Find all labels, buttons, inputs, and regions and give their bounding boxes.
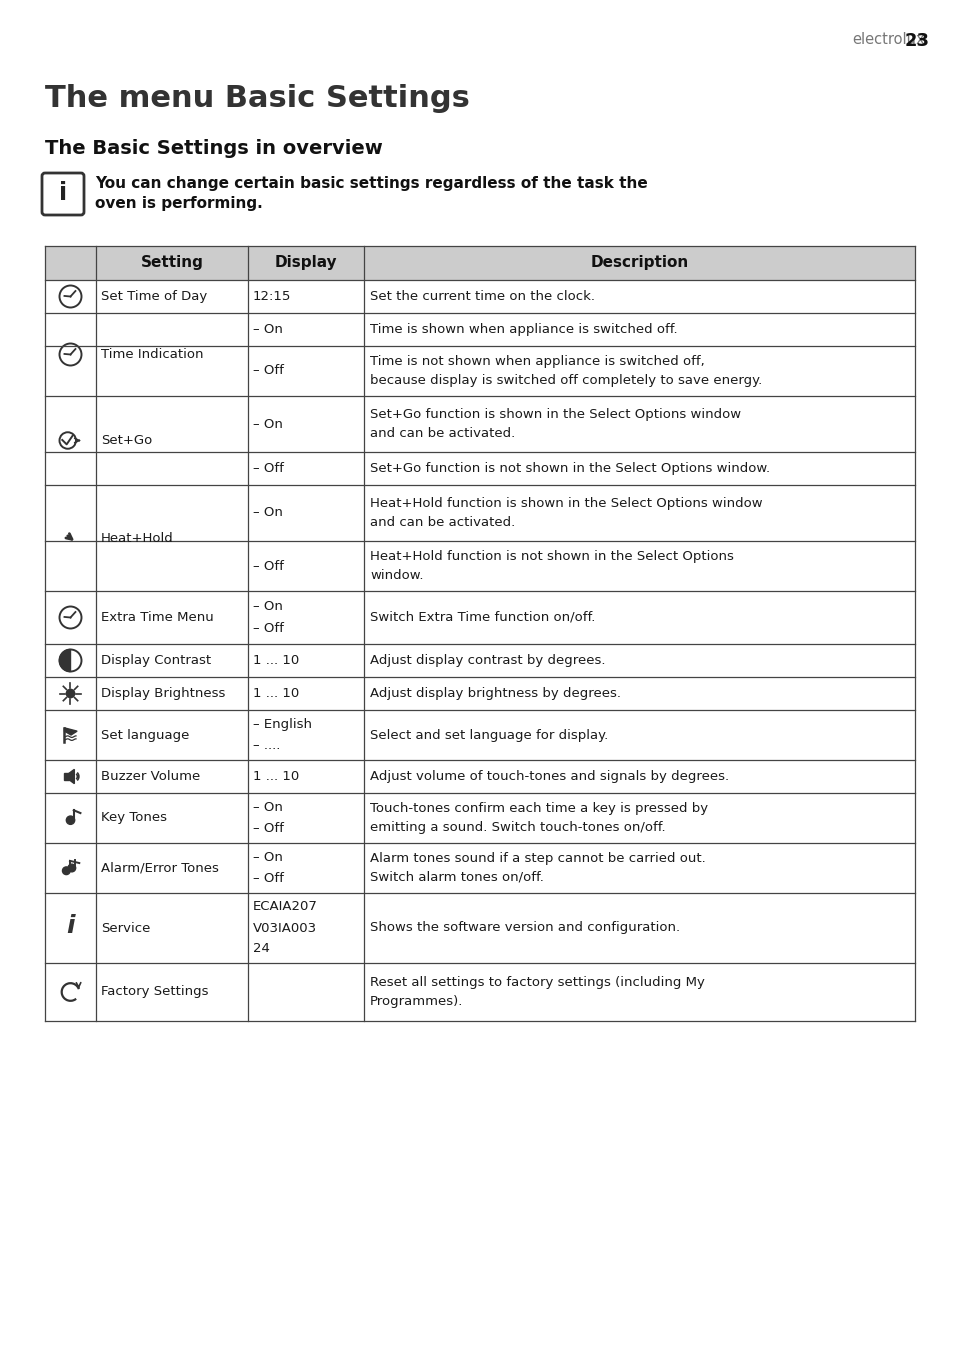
Text: Reset all settings to factory settings (including My
Programmes).: Reset all settings to factory settings (… (370, 976, 704, 1007)
Text: – On: – On (253, 417, 283, 431)
Text: Display Brightness: Display Brightness (101, 686, 225, 700)
Text: – On: – On (253, 324, 283, 336)
Text: – Off: – Off (253, 462, 284, 475)
Text: Set+Go function is not shown in the Select Options window.: Set+Go function is not shown in the Sele… (370, 462, 769, 475)
Text: Set Time of Day: Set Time of Day (101, 290, 207, 303)
Text: The Basic Settings in overview: The Basic Settings in overview (45, 139, 382, 158)
Text: Buzzer Volume: Buzzer Volume (101, 770, 200, 783)
Text: – On
– Off: – On – Off (253, 601, 284, 635)
Text: 1 ... 10: 1 ... 10 (253, 770, 299, 783)
Circle shape (68, 864, 75, 872)
Circle shape (67, 689, 74, 697)
Polygon shape (65, 773, 69, 780)
Text: i: i (59, 181, 67, 204)
Polygon shape (69, 769, 74, 784)
Text: – Off: – Off (253, 559, 284, 573)
Circle shape (62, 867, 71, 875)
Text: electrolux: electrolux (851, 32, 923, 47)
Text: Adjust display brightness by degrees.: Adjust display brightness by degrees. (370, 686, 620, 700)
Text: – On: – On (253, 506, 283, 520)
Text: 12:15: 12:15 (253, 290, 291, 303)
Text: Adjust volume of touch-tones and signals by degrees.: Adjust volume of touch-tones and signals… (370, 770, 728, 783)
Bar (45, 246, 914, 280)
Text: 1 ... 10: 1 ... 10 (253, 654, 299, 668)
Circle shape (67, 816, 74, 825)
Polygon shape (59, 650, 71, 672)
Text: Display Contrast: Display Contrast (101, 654, 211, 668)
Text: Time Indication: Time Indication (101, 348, 203, 362)
Text: The menu Basic Settings: The menu Basic Settings (45, 84, 470, 112)
FancyBboxPatch shape (42, 173, 84, 215)
Text: Heat+Hold: Heat+Hold (101, 532, 173, 544)
Polygon shape (65, 728, 77, 735)
Text: You can change certain basic settings regardless of the task the: You can change certain basic settings re… (95, 176, 647, 191)
Text: Heat+Hold function is shown in the Select Options window
and can be activated.: Heat+Hold function is shown in the Selec… (370, 497, 761, 529)
Text: Key Tones: Key Tones (101, 811, 167, 825)
Text: 1 ... 10: 1 ... 10 (253, 686, 299, 700)
Text: Time is shown when appliance is switched off.: Time is shown when appliance is switched… (370, 324, 677, 336)
Text: Select and set language for display.: Select and set language for display. (370, 728, 608, 742)
Text: i: i (66, 914, 74, 938)
Text: Time is not shown when appliance is switched off,
because display is switched of: Time is not shown when appliance is swit… (370, 355, 761, 387)
Text: Shows the software version and configuration.: Shows the software version and configura… (370, 922, 679, 934)
Text: Set language: Set language (101, 728, 190, 742)
Text: – English
– ....: – English – .... (253, 718, 312, 751)
Text: Alarm tones sound if a step cannot be carried out.
Switch alarm tones on/off.: Alarm tones sound if a step cannot be ca… (370, 852, 705, 884)
Text: Setting: Setting (140, 256, 203, 271)
Text: Set the current time on the clock.: Set the current time on the clock. (370, 290, 595, 303)
Text: oven is performing.: oven is performing. (95, 196, 262, 211)
Text: Alarm/Error Tones: Alarm/Error Tones (101, 861, 218, 875)
Text: – On
– Off: – On – Off (253, 852, 284, 886)
Text: Switch Extra Time function on/off.: Switch Extra Time function on/off. (370, 611, 595, 624)
Text: – On
– Off: – On – Off (253, 802, 284, 835)
Text: 23: 23 (904, 32, 929, 50)
Text: – Off: – Off (253, 364, 284, 378)
Text: Factory Settings: Factory Settings (101, 986, 209, 998)
Text: ECAIA207
V03IA003
24: ECAIA207 V03IA003 24 (253, 900, 317, 956)
Text: Service: Service (101, 922, 151, 934)
Text: Display: Display (274, 256, 337, 271)
Text: Description: Description (590, 256, 688, 271)
Text: Adjust display contrast by degrees.: Adjust display contrast by degrees. (370, 654, 605, 668)
Text: Set+Go function is shown in the Select Options window
and can be activated.: Set+Go function is shown in the Select O… (370, 408, 740, 440)
Text: Extra Time Menu: Extra Time Menu (101, 611, 213, 624)
Text: Set+Go: Set+Go (101, 435, 152, 447)
Text: Heat+Hold function is not shown in the Select Options
window.: Heat+Hold function is not shown in the S… (370, 550, 733, 582)
Text: Touch-tones confirm each time a key is pressed by
emitting a sound. Switch touch: Touch-tones confirm each time a key is p… (370, 802, 707, 834)
